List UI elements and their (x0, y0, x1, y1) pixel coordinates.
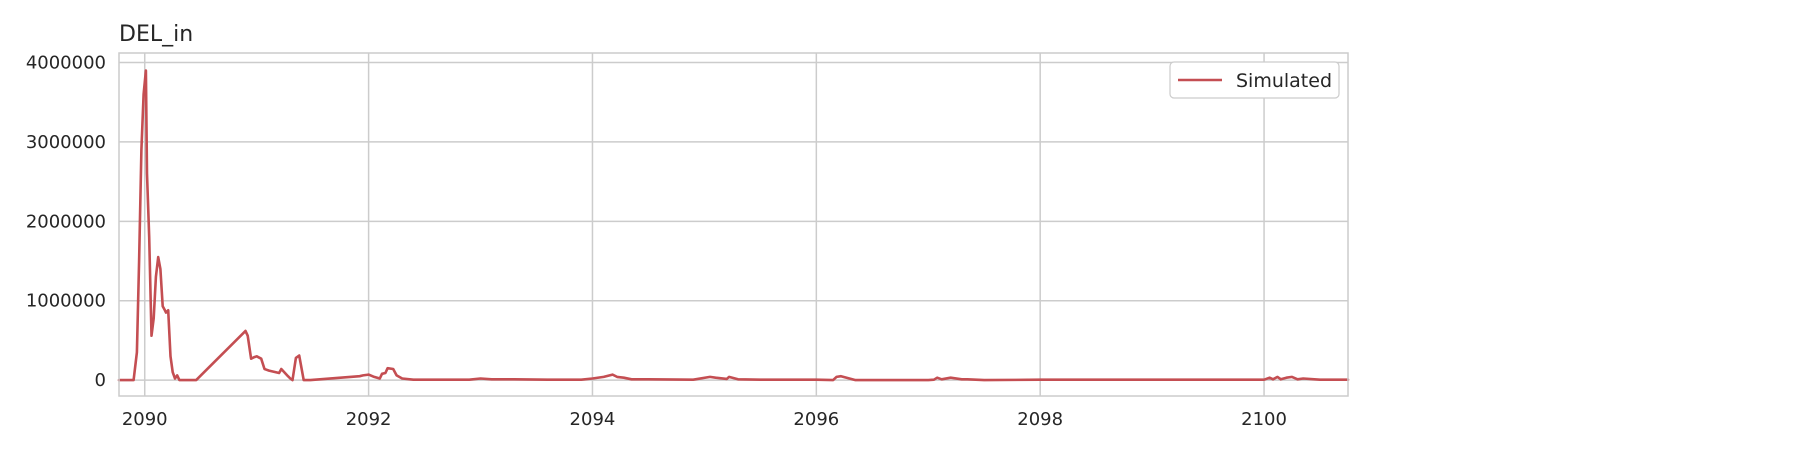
x-tick-label: 2092 (346, 409, 392, 430)
legend-label-simulated: Simulated (1236, 70, 1332, 92)
x-tick-label: 2096 (793, 409, 839, 430)
x-tick-label: 2100 (1241, 409, 1287, 430)
y-tick-labels: 0 1000000 2000000 3000000 4000000 (26, 53, 106, 392)
y-tick-label: 0 (95, 370, 106, 391)
plot-frame (118, 52, 1349, 397)
x-tick-label: 2094 (570, 409, 616, 430)
grid-lines (119, 53, 1348, 396)
chart-title: DEL_in (119, 22, 193, 47)
plot-background (119, 53, 1348, 396)
x-tick-label: 2090 (122, 409, 168, 430)
y-tick-label: 2000000 (26, 211, 106, 232)
legend: Simulated (1169, 61, 1340, 99)
y-tick-label: 4000000 (26, 53, 106, 74)
x-tick-labels: 2090 2092 2094 2096 2098 2100 (122, 409, 1287, 430)
y-tick-label: 3000000 (26, 132, 106, 153)
series-line-simulated (117, 69, 1350, 382)
y-tick-label: 1000000 (26, 291, 106, 312)
x-tick-label: 2098 (1017, 409, 1063, 430)
legend-box (1169, 61, 1340, 99)
